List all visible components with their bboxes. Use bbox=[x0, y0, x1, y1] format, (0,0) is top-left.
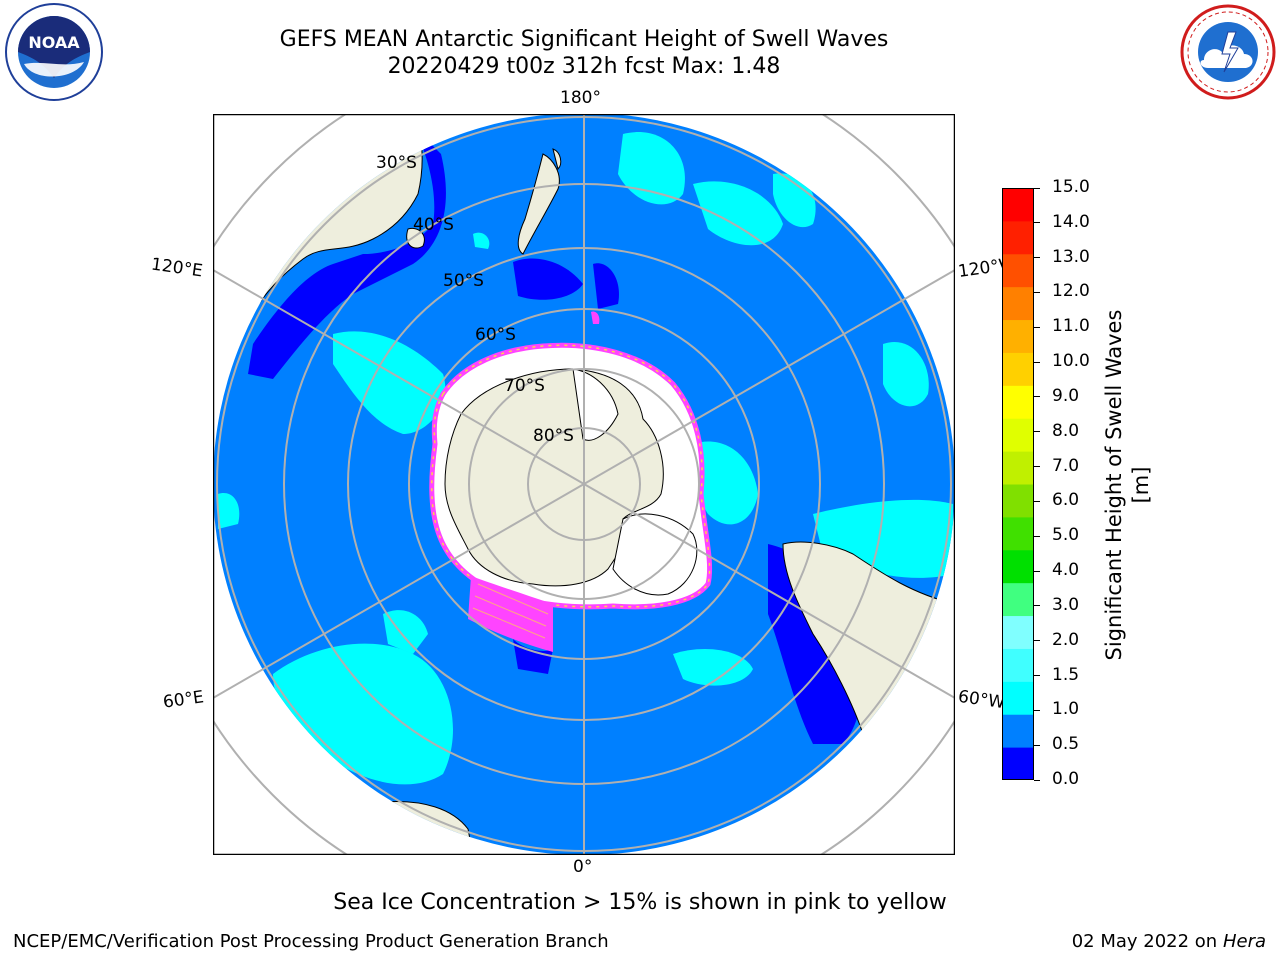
colorbar-tick-label: 2.0 bbox=[1052, 629, 1080, 650]
sea-ice-note: Sea Ice Concentration > 15% is shown in … bbox=[333, 890, 947, 915]
colorbar-tick-label: 1.0 bbox=[1052, 699, 1080, 720]
colorbar-cell bbox=[1002, 451, 1034, 485]
date-text: 02 May 2022 on Hera bbox=[1072, 931, 1266, 952]
colorbar-tick-label: 5.0 bbox=[1052, 525, 1080, 546]
colorbar-cell bbox=[1002, 549, 1034, 584]
colorbar-tick-label: 0.5 bbox=[1052, 734, 1080, 755]
colorbar-tick-label: 3.0 bbox=[1052, 594, 1080, 615]
colorbar-tick-mark bbox=[1034, 640, 1040, 642]
colorbar-tick-mark bbox=[1034, 605, 1040, 607]
colorbar-cell bbox=[1002, 615, 1034, 649]
colorbar-tick-label: 13.0 bbox=[1052, 246, 1090, 267]
colorbar bbox=[1002, 188, 1034, 780]
colorbar-tick-label: 10.0 bbox=[1052, 351, 1090, 372]
colorbar-cell bbox=[1002, 714, 1034, 748]
colorbar-cell bbox=[1002, 516, 1034, 551]
polar-map: 30°S 40°S 50°S 60°S 70°S 80°S bbox=[213, 114, 955, 855]
colorbar-tick-mark bbox=[1034, 570, 1040, 572]
colorbar-tick-mark bbox=[1034, 709, 1040, 711]
colorbar-tick-label: 0.0 bbox=[1052, 769, 1080, 789]
colorbar-tick-label: 9.0 bbox=[1052, 385, 1080, 406]
lat-label-80: 80°S bbox=[533, 426, 574, 446]
lat-label-50: 50°S bbox=[443, 271, 484, 291]
graticule bbox=[213, 114, 955, 855]
colorbar-tick-label: 8.0 bbox=[1052, 420, 1080, 441]
colorbar-cell bbox=[1002, 418, 1034, 452]
colorbar-tick-mark bbox=[1034, 466, 1040, 468]
colorbar-tick-mark bbox=[1034, 187, 1040, 189]
colorbar-tick-label: 7.0 bbox=[1052, 455, 1080, 476]
colorbar-tick-label: 11.0 bbox=[1052, 316, 1090, 337]
nws-logo bbox=[1180, 4, 1276, 100]
colorbar-tick-mark bbox=[1034, 744, 1040, 746]
colorbar-tick-mark bbox=[1034, 535, 1040, 537]
colorbar-cell bbox=[1002, 220, 1034, 255]
lon-label-0: 0° bbox=[573, 857, 593, 877]
colorbar-tick-label: 14.0 bbox=[1052, 211, 1090, 232]
colorbar-tick-mark bbox=[1034, 361, 1040, 363]
colorbar-tick-label: 1.5 bbox=[1052, 664, 1080, 685]
chart-title: GEFS MEAN Antarctic Significant Height o… bbox=[279, 27, 889, 52]
colorbar-tick-mark bbox=[1034, 257, 1040, 259]
colorbar-tick-label: 15.0 bbox=[1052, 177, 1090, 197]
colorbar-cell bbox=[1002, 484, 1034, 518]
colorbar-tick-label: 4.0 bbox=[1052, 560, 1080, 581]
lon-label-180: 180° bbox=[560, 88, 601, 108]
colorbar-cell bbox=[1002, 286, 1034, 321]
colorbar-cell bbox=[1002, 747, 1034, 780]
colorbar-cell bbox=[1002, 648, 1034, 682]
lat-label-40: 40°S bbox=[413, 215, 454, 235]
colorbar-tick-label: 6.0 bbox=[1052, 490, 1080, 511]
colorbar-tick-mark bbox=[1034, 779, 1040, 781]
colorbar-cell bbox=[1002, 352, 1034, 386]
date-value: 02 May 2022 on bbox=[1071, 931, 1218, 952]
colorbar-cell bbox=[1002, 681, 1034, 715]
lon-label-60e: 60°E bbox=[161, 687, 206, 713]
chart-subtitle: 20220429 t00z 312h fcst Max: 1.48 bbox=[387, 54, 781, 79]
lon-label-120e: 120°E bbox=[149, 254, 204, 282]
colorbar-cell bbox=[1002, 188, 1034, 222]
colorbar-tick-mark bbox=[1034, 431, 1040, 433]
colorbar-tick-mark bbox=[1034, 222, 1040, 224]
colorbar-tick-mark bbox=[1034, 675, 1040, 677]
colorbar-cell bbox=[1002, 582, 1034, 617]
colorbar-tick-label: 12.0 bbox=[1052, 281, 1090, 302]
lon-label-60w: 60°W bbox=[956, 686, 1007, 714]
credit-text: NCEP/EMC/Verification Post Processing Pr… bbox=[13, 931, 609, 952]
noaa-logo: NOAA bbox=[5, 3, 103, 101]
colorbar-tick-mark bbox=[1034, 291, 1040, 293]
colorbar-cell bbox=[1002, 253, 1034, 288]
colorbar-tick-mark bbox=[1034, 396, 1040, 398]
lat-label-30: 30°S bbox=[376, 153, 417, 173]
machine-name: Hera bbox=[1222, 931, 1266, 952]
lat-label-70: 70°S bbox=[504, 376, 545, 396]
colorbar-tick-mark bbox=[1034, 500, 1040, 502]
colorbar-cell bbox=[1002, 385, 1034, 419]
colorbar-tick-mark bbox=[1034, 326, 1040, 328]
colorbar-cell bbox=[1002, 319, 1034, 353]
colorbar-label: Significant Height of Swell Waves [m] bbox=[1102, 309, 1153, 661]
noaa-logo-text: NOAA bbox=[28, 33, 80, 52]
lat-label-60: 60°S bbox=[475, 325, 516, 345]
